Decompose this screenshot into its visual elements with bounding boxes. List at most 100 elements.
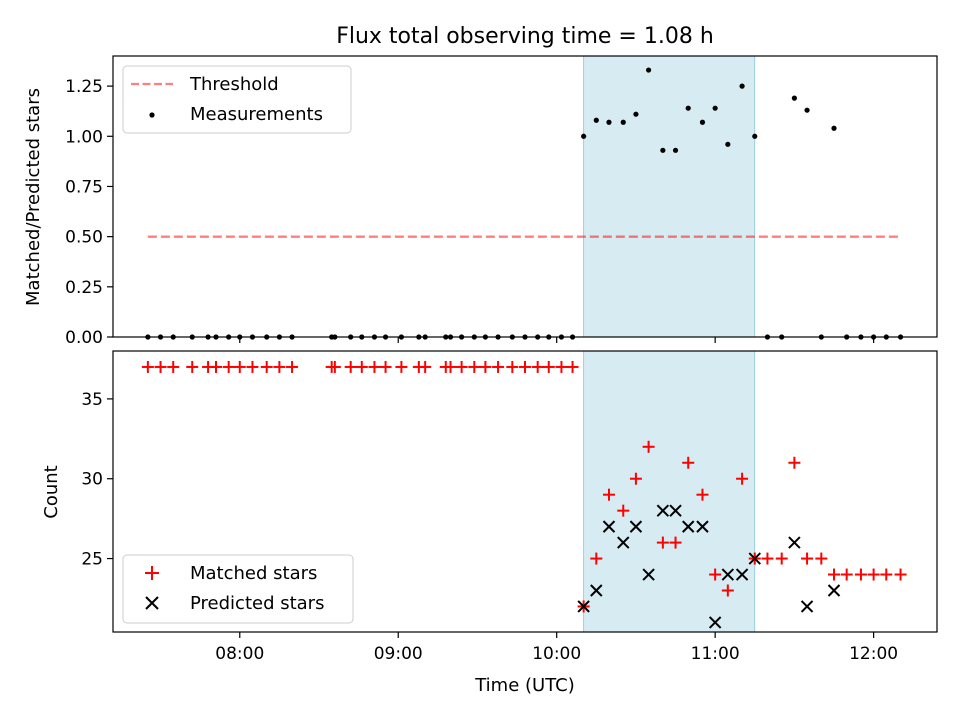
- measurements-point: [620, 119, 626, 125]
- matched-stars-marker: [709, 568, 722, 581]
- top-axis-layer: 0.00 0.25 0.50 0.75 1.00 1.25: [65, 77, 875, 348]
- measurements-point: [752, 133, 758, 139]
- predicted-stars-marker: [602, 520, 616, 533]
- predicted-stars-marker: [629, 520, 643, 533]
- predicted-stars-marker: [708, 616, 722, 629]
- matched-stars-marker: [642, 440, 655, 453]
- matched-stars-marker: [444, 360, 457, 373]
- matched-stars-marker: [167, 360, 180, 373]
- measurements-point: [739, 83, 745, 89]
- matched-stars-marker: [854, 568, 867, 581]
- matched-stars-marker: [222, 360, 235, 373]
- legend-matched-label: Matched stars: [190, 563, 317, 584]
- matched-stars-marker: [721, 584, 734, 597]
- matched-stars-marker: [355, 360, 368, 373]
- predicted-stars-marker: [721, 568, 735, 581]
- predicted-stars-marker: [696, 520, 709, 533]
- matched-stars-marker: [186, 360, 199, 373]
- bottom-plot-frame: [112, 350, 938, 633]
- matched-stars-marker: [617, 504, 630, 517]
- legend-predicted-swatch: [145, 596, 159, 610]
- top-legend: Threshold Measurements: [122, 65, 352, 134]
- matched-stars-marker: [344, 360, 357, 373]
- matched-stars-marker: [669, 536, 682, 549]
- matched-stars-marker: [531, 360, 544, 373]
- measurements-point: [699, 119, 706, 125]
- predicted-stars-marker: [577, 600, 590, 613]
- matched-stars-marker: [395, 360, 408, 373]
- bottom-panel: 25 30 35 08:00 09:00 10:00 11:00 12:00 Count Ti…: [41, 350, 938, 696]
- measurements-point: [791, 95, 797, 101]
- matched-stars-marker: [815, 552, 828, 565]
- top-y-tick-label: 0.00: [65, 328, 103, 348]
- matched-stars-marker: [828, 568, 840, 581]
- measurements-point: [606, 119, 612, 125]
- measurements-point: [646, 67, 652, 73]
- x-axis-label: Time (UTC): [474, 675, 575, 696]
- matched-stars-marker: [419, 360, 432, 373]
- top-y-tick-label: 0.75: [65, 177, 103, 197]
- predicted-stars-marker: [788, 536, 801, 549]
- bottom-highlight-span-layer: [583, 350, 756, 633]
- measurements-point: [581, 133, 587, 139]
- matched-stars-marker: [682, 456, 695, 469]
- measurements-point: [672, 147, 679, 153]
- matched-stars-marker: [801, 552, 814, 565]
- matched-stars-marker: [506, 360, 519, 373]
- matched-stars-marker: [555, 360, 568, 373]
- top-y-tick-label: 1.25: [65, 77, 103, 97]
- matched-stars-marker: [468, 360, 481, 373]
- top-legend-box: [122, 65, 352, 134]
- predicted-stars-marker: [735, 568, 749, 581]
- bottom-x-tick-label: 08:00: [215, 644, 264, 664]
- matched-stars-marker: [492, 360, 505, 373]
- matched-stars-marker: [479, 360, 492, 373]
- measurements-point: [831, 125, 837, 131]
- matched-stars-marker: [246, 360, 259, 373]
- predicted-stars-marker: [656, 504, 670, 517]
- matched-stars-marker: [629, 472, 642, 485]
- matched-stars-marker: [788, 456, 801, 469]
- measurements-point: [685, 105, 691, 111]
- matched-stars-marker: [273, 360, 286, 373]
- measurements-point: [593, 117, 599, 123]
- predicted-stars-marker: [827, 584, 841, 597]
- top-highlight-span: [583, 55, 756, 338]
- top-y-tick-label: 0.50: [65, 228, 103, 248]
- matched-stars-marker: [696, 488, 709, 501]
- matched-stars-marker: [566, 360, 579, 373]
- matched-stars-marker: [210, 360, 222, 373]
- predicted-stars-marker: [669, 504, 682, 517]
- predicted-stars-marker: [748, 552, 761, 565]
- legend-matched-swatch: [145, 566, 159, 580]
- bottom-series-layer: [141, 360, 907, 629]
- bottom-y-tick-label: 35: [81, 390, 103, 410]
- bottom-y-axis-label: Count: [41, 465, 62, 518]
- predicted-stars-marker: [642, 568, 655, 581]
- bottom-x-tick-label: 09:00: [374, 644, 423, 664]
- bottom-axis-layer: 25 30 35 08:00 09:00 10:00 11:00 12:00: [81, 390, 898, 664]
- chart-title: Flux total observing time = 1.08 h: [336, 24, 714, 49]
- bottom-x-tick-label: 12:00: [849, 644, 898, 664]
- matched-stars-marker: [286, 360, 299, 373]
- bottom-y-tick-label: 25: [81, 550, 103, 570]
- bottom-legend: Matched stars Predicted stars: [122, 554, 354, 624]
- matched-stars-marker: [368, 360, 381, 373]
- top-y-tick-label: 0.25: [65, 278, 103, 298]
- measurements-point: [712, 105, 718, 111]
- legend-threshold-label: Threshold: [189, 74, 279, 95]
- bottom-y-tick-label: 30: [81, 470, 103, 490]
- matched-stars-marker: [880, 568, 893, 581]
- predicted-stars-marker: [800, 600, 814, 613]
- matched-stars-marker: [379, 360, 392, 373]
- legend-measurements-label: Measurements: [190, 104, 323, 125]
- predicted-stars-marker: [617, 536, 630, 549]
- bottom-highlight-span: [583, 350, 756, 633]
- predicted-stars-marker: [682, 520, 695, 533]
- matched-stars-marker: [602, 488, 615, 501]
- matched-stars-marker: [233, 360, 246, 373]
- matched-stars-marker: [656, 536, 669, 549]
- bottom-x-tick-label: 10:00: [532, 644, 581, 664]
- matched-stars-marker: [775, 552, 788, 565]
